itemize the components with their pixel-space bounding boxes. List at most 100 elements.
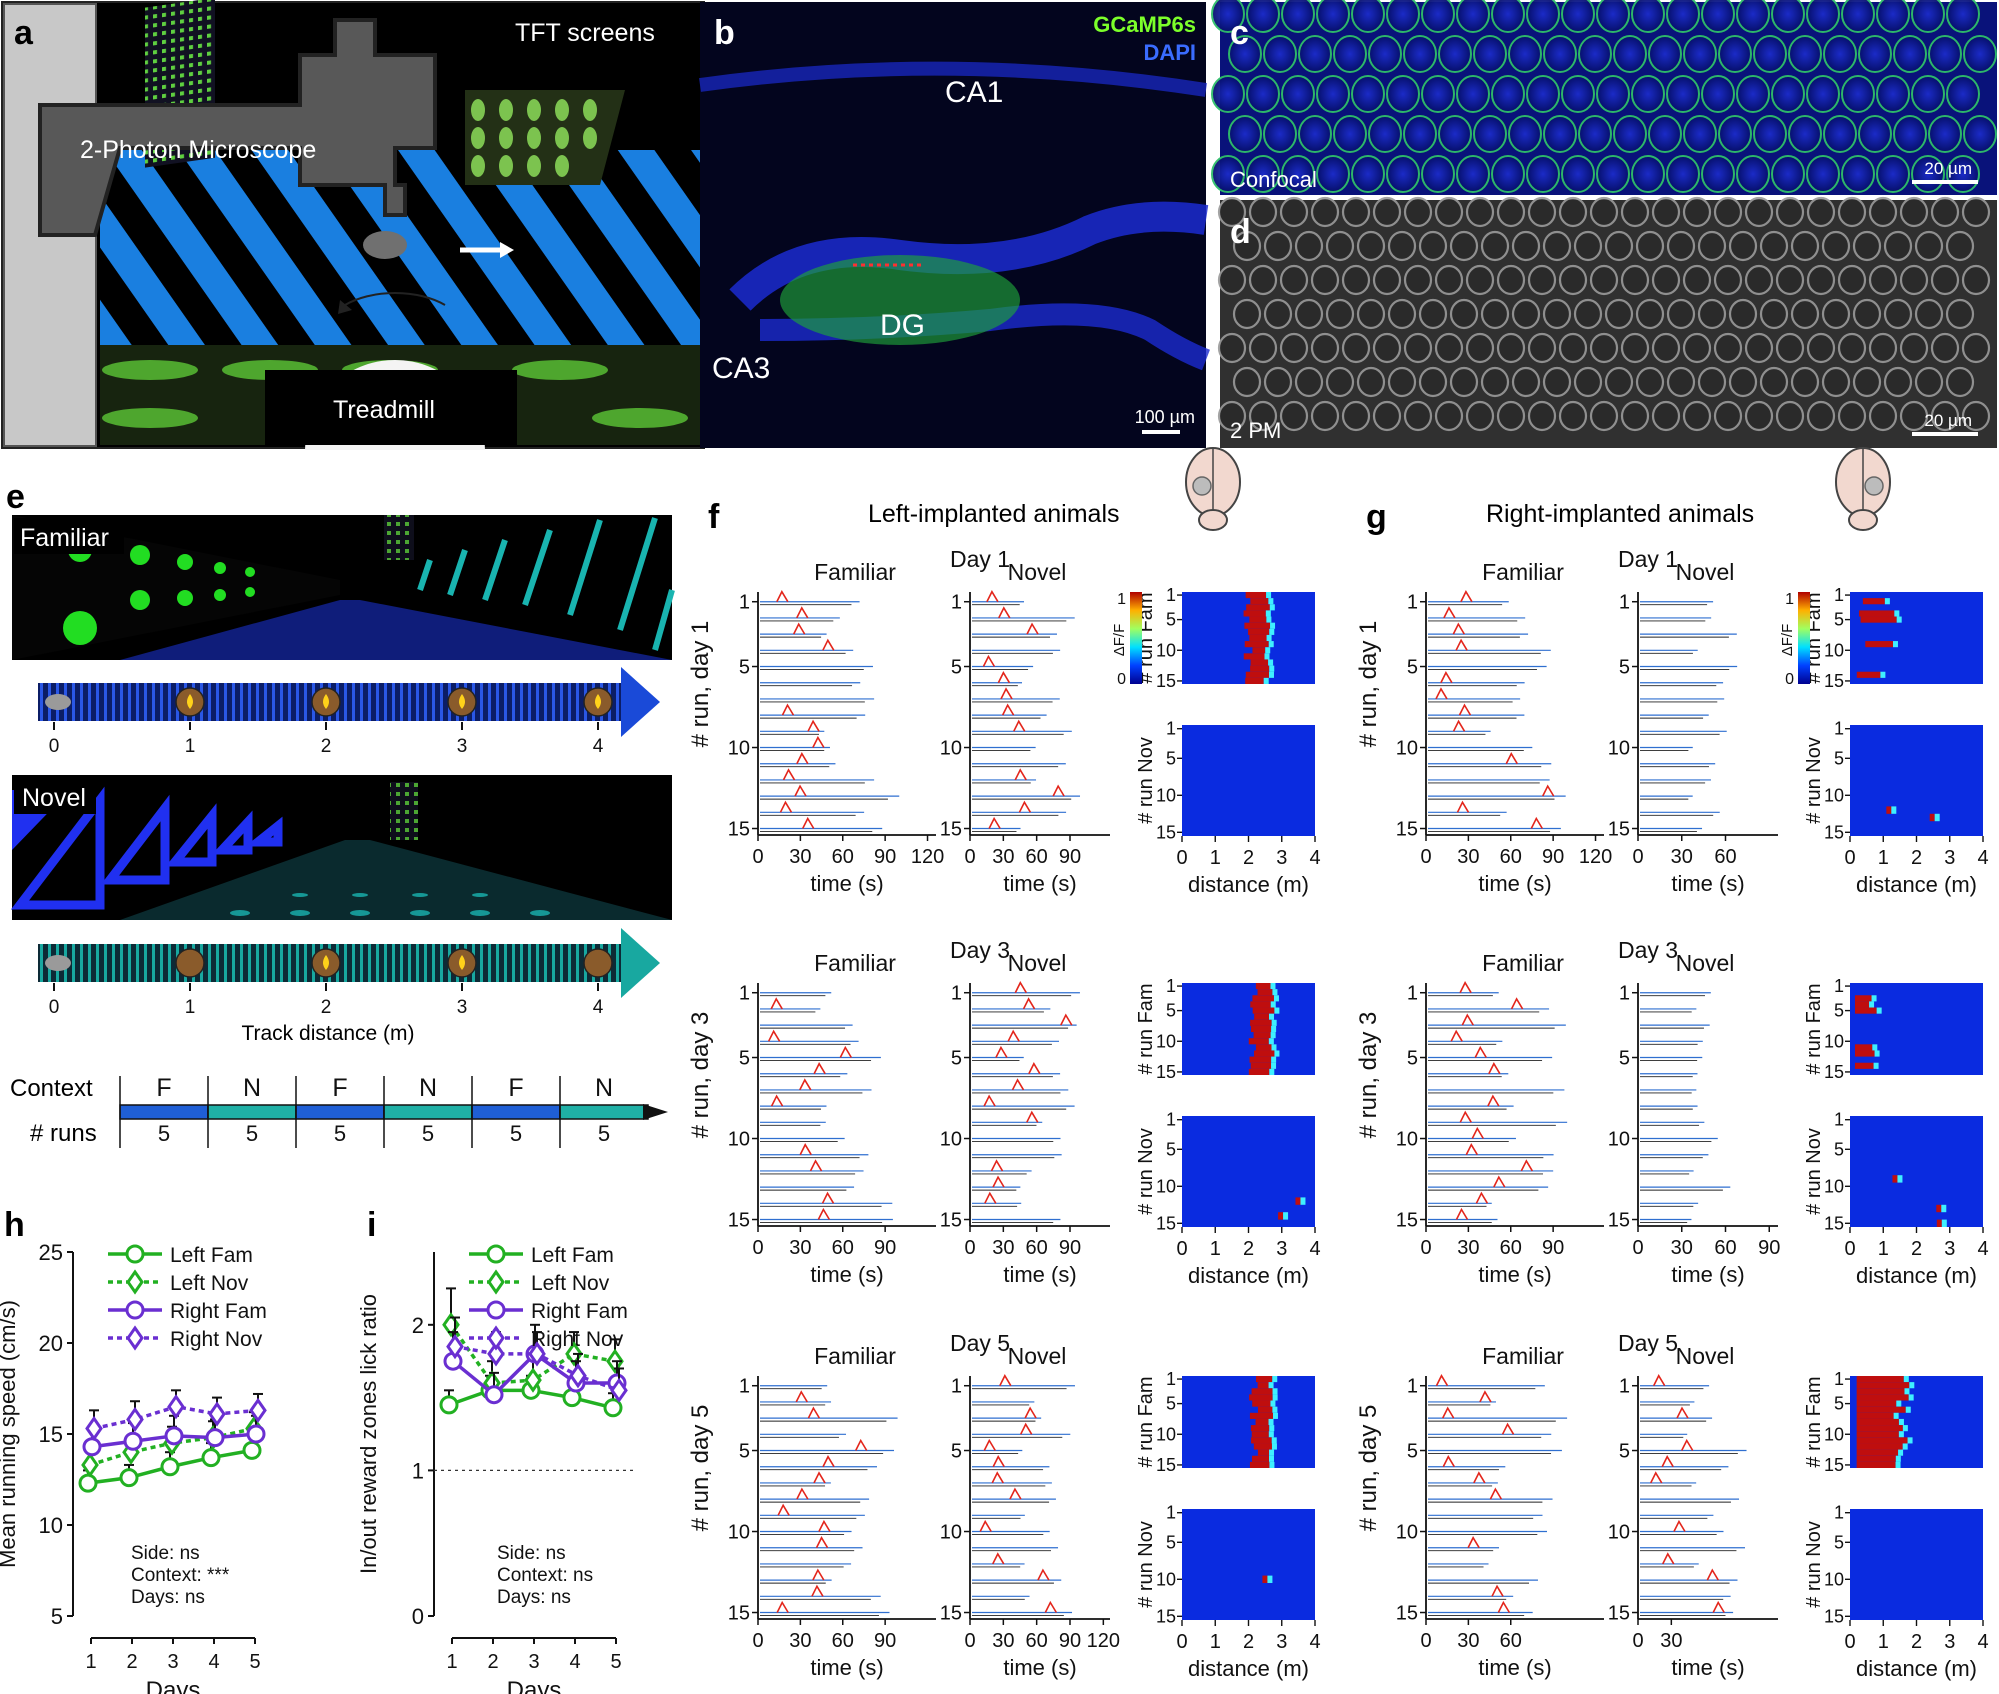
confocal-cell [1771, 155, 1805, 193]
calcium-event [1467, 1536, 1480, 1549]
heatmap-hot-cell [1248, 1038, 1269, 1045]
two-photon-cell [1899, 332, 1929, 364]
heatmap-edge-cell [1895, 1461, 1901, 1468]
trace-y-tick-label: 15 [1396, 819, 1418, 841]
trace-x-tick-label: 60 [1500, 846, 1522, 868]
confocal-cell [1491, 155, 1525, 193]
data-point [246, 1424, 266, 1444]
trace-x-tick-label: 30 [789, 1630, 811, 1652]
legend-marker [125, 1244, 145, 1264]
trace-x-tick-label: 0 [1632, 1237, 1643, 1259]
two-photon-cell [1790, 298, 1820, 330]
confocal-cell [1683, 35, 1717, 73]
calcium-event [792, 622, 806, 635]
two-photon-cell [1806, 332, 1836, 364]
calcium-event [1652, 1374, 1666, 1387]
heatmap-edge-cell [1272, 1406, 1278, 1413]
colorbar [1798, 592, 1810, 684]
calcium-event [811, 1584, 824, 1597]
two-photon-cell [1620, 332, 1650, 364]
run-axis-label: # run, day 5 [1355, 1405, 1382, 1532]
two-photon-cell [1542, 366, 1572, 398]
track-tick-label: 4 [593, 997, 604, 1018]
data-point [160, 1457, 180, 1477]
heatmap-edge-cell [1905, 1406, 1911, 1413]
two-photon-cell [1248, 264, 1278, 296]
stats-line: Days: ns [131, 1587, 205, 1608]
heatmap-hot-cell [1248, 1068, 1270, 1075]
calcium-event [991, 1471, 1004, 1484]
confocal-cell [1211, 155, 1245, 193]
calcium-event [1473, 1471, 1486, 1484]
two-photon-cell [1217, 264, 1247, 296]
x-tick-label: 5 [610, 1651, 621, 1673]
confocal-cell [1298, 115, 1332, 153]
two-photon-cell [1418, 366, 1448, 398]
two-photon-cell [1868, 332, 1898, 364]
confocal-cell [1701, 155, 1735, 193]
heatmap-y-tick-label: 5 [1834, 610, 1844, 630]
confocal-cell [1246, 75, 1280, 113]
panel-letter-d: d [1230, 213, 1251, 251]
two-photon-cell [1356, 230, 1386, 262]
familiar-column-title: Familiar [814, 950, 896, 976]
legend-label: Left Nov [531, 1272, 610, 1295]
two-photon-cell [1248, 400, 1278, 432]
heatmap-x-tick-label: 4 [1309, 1631, 1320, 1653]
calcium-event [1435, 687, 1448, 700]
calcium-event [999, 1374, 1012, 1387]
confocal-cell [1876, 75, 1910, 113]
two-photon-cell [1294, 298, 1324, 330]
panel-g: g Right-implanted animals [1366, 447, 1891, 536]
legend-marker [487, 1325, 505, 1351]
confocal-cell [1456, 155, 1490, 193]
data-point [164, 1426, 184, 1446]
time-axis-label: time (s) [810, 1655, 883, 1680]
two-photon-cell [1558, 264, 1588, 296]
two-photon-cell [1480, 298, 1510, 330]
panel-a: 2-Photon Microscope TFT screens Treadmil… [1, 0, 705, 450]
data-point [78, 1473, 98, 1493]
trace-x-tick-label: 90 [1542, 1237, 1564, 1259]
two-photon-cell [1310, 400, 1340, 432]
two-photon-cell [1496, 332, 1526, 364]
heatmap-hot-cell [1936, 1219, 1942, 1227]
two-photon-cells [1217, 196, 1991, 432]
confocal-cell [1561, 75, 1595, 113]
confocal-cell [1386, 155, 1420, 193]
reward-zone [583, 948, 613, 978]
two-photon-cell [1232, 298, 1262, 330]
confocal-cell [1928, 115, 1962, 153]
two-photon-cell [1232, 366, 1262, 398]
y-tick-label: 0 [412, 1604, 424, 1629]
confocal-cell [1578, 35, 1612, 73]
heatmap-background [1182, 1509, 1315, 1620]
trace-y-tick-label: 10 [1608, 738, 1630, 760]
heatmap-hot-cell [1856, 1455, 1896, 1462]
heatmap-y-tick-label: 5 [1166, 610, 1176, 630]
heatmap-edge-cell [1894, 610, 1900, 617]
two-photon-cell [1914, 230, 1944, 262]
two-photon-cell [1542, 230, 1572, 262]
heatmap-y-tick-label: 10 [1824, 1031, 1844, 1051]
confocal-cell [1491, 0, 1525, 33]
calcium-event [813, 1062, 826, 1075]
heatmap-hot-cell [1859, 610, 1895, 617]
heatmap-y-tick-label: 10 [1156, 1031, 1176, 1051]
calcium-event [979, 1519, 992, 1532]
heatmap-hot-cell [1929, 813, 1935, 822]
two-photon-cell [1341, 332, 1371, 364]
calcium-event [1712, 1600, 1725, 1613]
confocal-cell [1631, 75, 1665, 113]
data-point [603, 1398, 623, 1418]
confocal-cell [1403, 115, 1437, 153]
time-axis-label: time (s) [810, 1262, 883, 1287]
panel-letter-a: a [14, 14, 34, 52]
heatmap-edge-cell [1272, 989, 1278, 996]
water-drop-icon [459, 694, 465, 709]
trace-y-tick-label: 15 [940, 1603, 962, 1625]
confocal-cell [1648, 35, 1682, 73]
heatmap-y-label: # run Fam [1135, 983, 1157, 1074]
heatmap-edge-cell [1884, 598, 1890, 605]
